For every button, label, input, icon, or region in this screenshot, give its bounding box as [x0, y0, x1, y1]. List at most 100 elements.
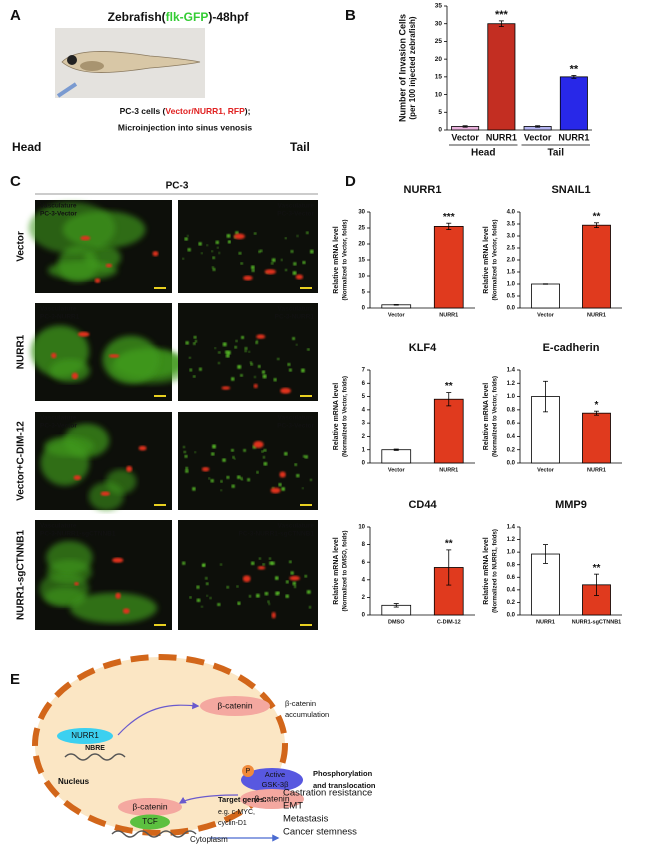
text-part: Vector/NURR1, RFP: [165, 106, 245, 116]
y-tick-label: 8: [362, 542, 366, 548]
green-signal: [39, 572, 90, 607]
green-vessel: [251, 265, 255, 270]
green-signal: [46, 540, 93, 575]
row-label: Vector: [16, 231, 27, 262]
y-tick-label: 1.4: [507, 368, 516, 374]
node-label: β-catenin: [217, 700, 252, 710]
row-label: Vector+C-DIM-12: [16, 421, 27, 501]
green-vessel: [295, 343, 298, 346]
panel-label: E: [10, 671, 20, 688]
y-tick-label: 1.2: [507, 537, 516, 543]
y-axis-label: (Normalized to Vector, folds): [343, 219, 349, 300]
green-signal: [102, 335, 160, 384]
green-vessel: [293, 585, 297, 588]
panel-label: D: [345, 173, 356, 190]
green-vessel: [294, 463, 298, 466]
scale-bar: [154, 624, 166, 626]
chart-title: NURR1: [404, 184, 442, 196]
green-vessel: [185, 466, 189, 470]
green-vessel: [288, 368, 292, 372]
y-axis-label: Relative mRNA level: [483, 537, 490, 604]
green-vessel: [236, 585, 239, 588]
image-label: PC-3-Vector: [40, 423, 77, 430]
scale-bar: [154, 287, 166, 289]
green-vessel: [251, 269, 255, 272]
note: Target genes:: [218, 795, 267, 804]
green-vessel: [218, 351, 221, 354]
image-label: Vasculature: [40, 306, 77, 313]
green-vessel: [228, 241, 231, 244]
green-vessel: [214, 347, 217, 349]
green-vessel: [238, 251, 242, 255]
green-vessel: [216, 246, 219, 249]
green-vessel: [292, 271, 297, 275]
green-signal: [88, 482, 124, 511]
red-cell: [100, 491, 110, 496]
green-vessel: [244, 347, 248, 350]
scale-bar: [154, 504, 166, 506]
row-label: NURR1-sgCTNNB1: [16, 530, 27, 620]
head-label: Head: [12, 140, 41, 154]
green-vessel: [240, 262, 243, 265]
significance: **: [593, 563, 601, 574]
x-tick-label: Vector: [537, 312, 555, 318]
x-tick-label: Vector: [524, 132, 552, 142]
x-tick-label: DMSO: [388, 619, 405, 625]
y-tick-label: 0.0: [507, 613, 516, 619]
green-vessel: [309, 249, 314, 254]
fluorescence-image: [178, 520, 318, 630]
green-vessel: [194, 340, 198, 343]
title-part: flk-GFP: [166, 10, 209, 24]
green-vessel: [277, 591, 280, 594]
green-vessel: [226, 585, 229, 589]
red-cell: [242, 575, 251, 583]
red-cell: [264, 269, 276, 275]
green-vessel: [247, 478, 251, 482]
y-tick-label: 0.0: [507, 461, 516, 467]
gsk-node: [241, 768, 303, 792]
bar: [531, 283, 560, 309]
y-tick-label: 5: [362, 290, 366, 296]
red-cell: [233, 233, 245, 240]
green-vessel: [206, 595, 208, 597]
outcome: Metastasis: [283, 814, 329, 825]
green-vessel: [222, 342, 227, 347]
red-cell: [80, 235, 91, 241]
text-part: PC-3 cells (: [120, 106, 166, 116]
image-label: PC-3-Vector: [40, 211, 77, 218]
green-vessel: [308, 606, 312, 609]
scale-bar: [300, 504, 312, 506]
red-cell: [73, 475, 82, 481]
node-label: β-catenin: [254, 793, 289, 803]
y-tick-label: 20: [435, 56, 443, 63]
x-tick-label: NURR1: [486, 132, 517, 142]
y-tick-label: 0.5: [507, 294, 516, 300]
y-axis-label: Number of Invasion Cells: [397, 14, 407, 122]
red-cell: [71, 372, 79, 380]
green-vessel: [237, 475, 241, 479]
x-tick-label: NURR1: [587, 467, 606, 473]
y-tick-label: 3: [362, 421, 366, 427]
green-vessel: [281, 487, 286, 491]
y-tick-label: 1.5: [507, 270, 516, 276]
green-vessel: [218, 252, 221, 254]
image-label: Vasculature: [278, 306, 315, 313]
green-vessel: [234, 345, 237, 349]
green-vessel: [184, 237, 188, 241]
red-cell: [51, 352, 57, 359]
green-vessel: [261, 370, 266, 374]
green-vessel: [182, 561, 186, 565]
y-tick-label: 10: [358, 274, 365, 280]
green-vessel: [220, 480, 223, 483]
red-cell: [112, 557, 124, 563]
green-vessel: [212, 268, 216, 271]
y-axis-label: (Normalized to Vector, folds): [343, 376, 349, 457]
green-vessel: [261, 450, 264, 453]
y-tick-label: 0.2: [507, 447, 516, 453]
green-vessel: [205, 577, 208, 580]
node-label: P: [246, 768, 251, 775]
y-tick-label: 15: [358, 258, 365, 264]
significance: **: [570, 63, 579, 75]
y-axis-label: (per 100 injected zebrafish): [408, 16, 417, 119]
group-label: Tail: [548, 148, 565, 159]
